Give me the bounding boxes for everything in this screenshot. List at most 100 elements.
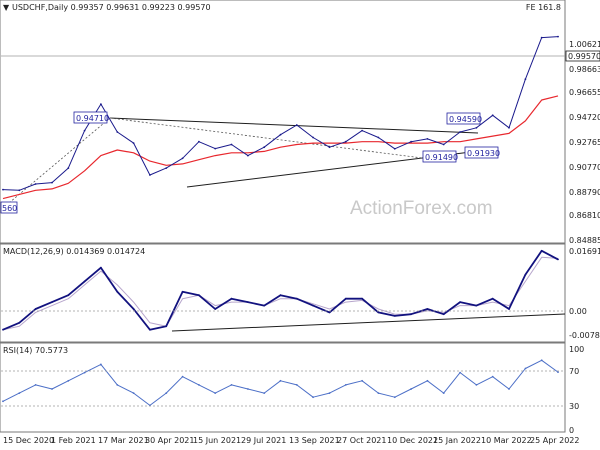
macd-point bbox=[328, 311, 331, 314]
rsi-point bbox=[181, 375, 184, 378]
macd-point bbox=[279, 294, 282, 297]
price-point bbox=[132, 142, 135, 145]
macd-tick: 0.016914 bbox=[569, 247, 600, 256]
rsi-point bbox=[393, 396, 396, 399]
svg-text:560: 560 bbox=[2, 204, 17, 213]
price-tick: 0.94720 bbox=[569, 113, 600, 122]
rsi-point bbox=[279, 379, 282, 382]
macd-point bbox=[181, 290, 184, 293]
price-point bbox=[377, 136, 380, 139]
macd-point bbox=[165, 325, 168, 328]
x-tick: 1 Feb 2021 bbox=[51, 436, 96, 445]
rsi-point bbox=[51, 388, 53, 390]
rsi-point bbox=[344, 384, 347, 386]
price-point bbox=[198, 140, 200, 143]
rsi-point bbox=[312, 396, 314, 399]
price-point bbox=[344, 140, 347, 143]
price-point bbox=[34, 183, 37, 185]
macd-series bbox=[2, 249, 559, 331]
price-point bbox=[508, 126, 510, 129]
macd-point bbox=[67, 294, 70, 297]
price-point bbox=[426, 138, 429, 140]
price-point bbox=[116, 131, 119, 133]
svg-text:0.91490: 0.91490 bbox=[425, 153, 458, 162]
price-tick: 0.98663 bbox=[569, 65, 600, 74]
price-point bbox=[410, 140, 412, 143]
macd-point bbox=[149, 328, 151, 331]
price-point bbox=[491, 114, 494, 117]
rsi-point bbox=[67, 379, 70, 382]
ema-series bbox=[2, 95, 559, 200]
rsi-point bbox=[295, 384, 298, 386]
rsi-point bbox=[540, 359, 543, 362]
macd-point bbox=[214, 308, 217, 310]
price-tick: 0.92765 bbox=[569, 138, 600, 147]
rsi-tick: 100 bbox=[569, 345, 584, 354]
annotation-560: 560 bbox=[0, 201, 18, 214]
macd-title: MACD(12,26,9) 0.014369 0.014724 bbox=[3, 247, 145, 256]
x-tick: 25 Apr 2022 bbox=[530, 436, 579, 445]
macd-point bbox=[557, 258, 559, 261]
rsi-point bbox=[100, 363, 102, 366]
macd-point bbox=[116, 290, 119, 293]
rsi-point bbox=[116, 384, 119, 386]
macd-point bbox=[475, 304, 478, 307]
rsi-tick: 0 bbox=[569, 426, 574, 435]
macd-point bbox=[426, 308, 429, 310]
macd-point bbox=[312, 304, 314, 307]
x-tick: 15 Jun 2021 bbox=[193, 436, 241, 445]
rsi-point bbox=[165, 392, 168, 394]
macd-trendline bbox=[171, 313, 566, 332]
macd-point bbox=[263, 304, 266, 307]
dotted-projection bbox=[109, 117, 423, 159]
price-tick: 0.96655 bbox=[569, 88, 600, 97]
dropdown-icon[interactable]: ▼ bbox=[3, 3, 10, 12]
price-point bbox=[263, 146, 266, 149]
rsi-tick: 30 bbox=[569, 402, 579, 411]
price-point bbox=[459, 131, 461, 133]
macd-tick: 0.00 bbox=[569, 307, 587, 316]
macd-point bbox=[100, 266, 102, 269]
macd-point bbox=[410, 313, 412, 316]
rsi-series bbox=[2, 359, 559, 407]
macd-point bbox=[18, 321, 21, 324]
price-point bbox=[442, 143, 445, 146]
last-price-tag: 0.99570 bbox=[565, 50, 600, 62]
price-point bbox=[361, 129, 363, 132]
rsi-point bbox=[508, 388, 510, 390]
annotation-094710: 0.94710 bbox=[73, 111, 109, 124]
rsi-point bbox=[214, 392, 217, 394]
svg-text:0.99570: 0.99570 bbox=[568, 52, 600, 61]
upper-trendline bbox=[109, 117, 479, 134]
rsi-point bbox=[410, 388, 412, 390]
rsi-point bbox=[34, 384, 37, 386]
price-point bbox=[247, 154, 249, 157]
macd-point bbox=[198, 294, 200, 297]
svg-text:0.94710: 0.94710 bbox=[76, 114, 109, 123]
annotation-091490: 0.91490 bbox=[422, 150, 458, 163]
rsi-point bbox=[524, 367, 527, 370]
macd-point bbox=[51, 301, 53, 303]
price-point bbox=[393, 147, 396, 150]
macd-point bbox=[132, 308, 135, 310]
rsi-point bbox=[377, 392, 380, 394]
rsi-point bbox=[83, 371, 86, 374]
price-point bbox=[18, 189, 21, 192]
rsi-point bbox=[557, 371, 559, 373]
macd-point bbox=[377, 311, 380, 314]
macd-pane bbox=[0, 243, 566, 343]
price-point bbox=[230, 143, 233, 146]
macd-point bbox=[393, 315, 396, 317]
x-tick: 27 Oct 2021 bbox=[337, 436, 386, 445]
macd-point bbox=[2, 328, 4, 331]
macd-point bbox=[230, 297, 233, 300]
macd-point bbox=[442, 313, 445, 316]
macd-point bbox=[247, 301, 249, 303]
rsi-point bbox=[361, 379, 363, 382]
rsi-point bbox=[18, 392, 21, 394]
price-point bbox=[475, 126, 478, 129]
macd-signal-line bbox=[2, 256, 559, 331]
price-yaxis: 1.00621 0.98663 0.96655 0.94720 0.92765 … bbox=[569, 40, 600, 245]
macd-point bbox=[459, 301, 461, 303]
